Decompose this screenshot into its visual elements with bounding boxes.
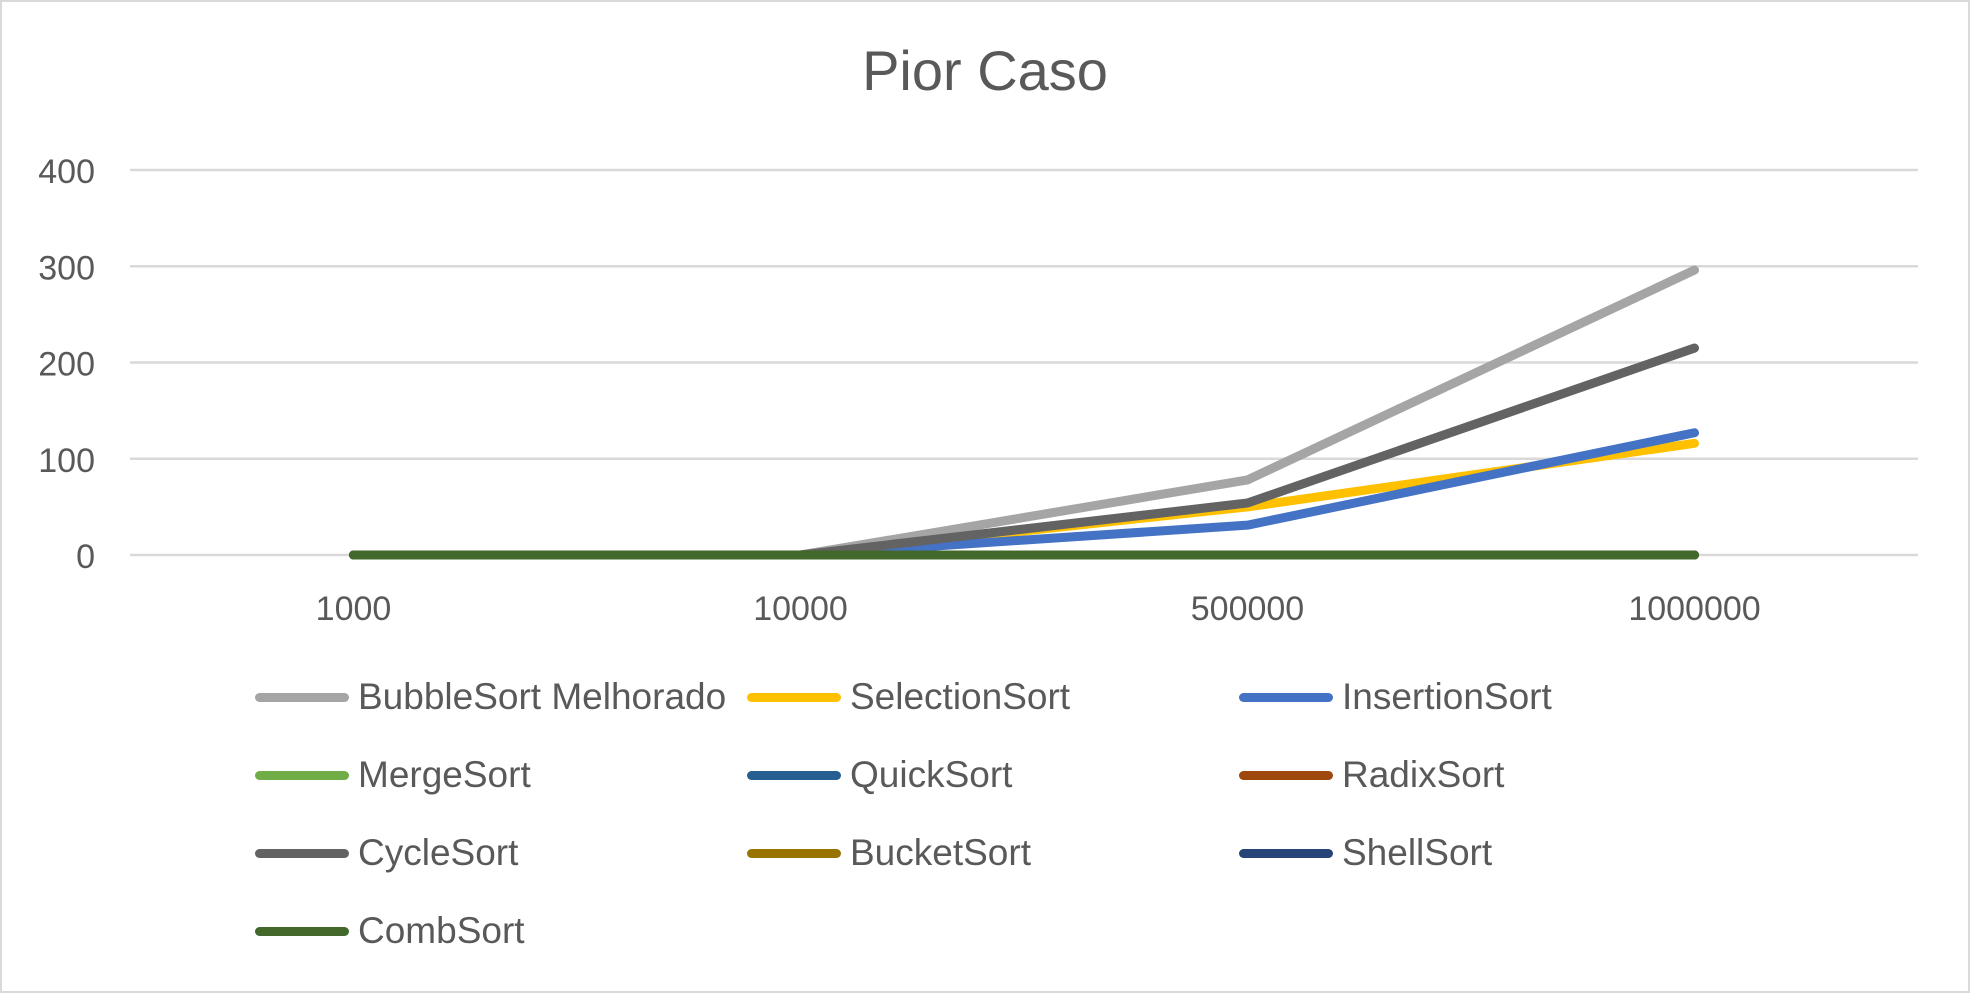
legend-swatch	[255, 926, 349, 936]
x-tick-label: 1000000	[1628, 590, 1760, 628]
legend-label: CycleSort	[358, 832, 519, 873]
chart-title: Pior Caso	[862, 39, 1108, 102]
series-line-cyclesort	[349, 343, 1699, 560]
legend-item: RadixSort	[1239, 748, 1731, 802]
legend-item: QuickSort	[747, 748, 1239, 802]
legend: BubbleSort Melhorado SelectionSort Inserti…	[255, 670, 1755, 958]
series-line-insertionsort	[349, 428, 1699, 560]
legend-item: ShellSort	[1239, 826, 1731, 880]
legend-swatch	[747, 692, 841, 702]
x-tick-label: 1000	[316, 590, 392, 628]
legend-swatch	[1239, 770, 1333, 780]
legend-label: InsertionSort	[1342, 676, 1552, 717]
legend-swatch	[255, 848, 349, 858]
legend-label: QuickSort	[850, 754, 1013, 795]
legend-item: CycleSort	[255, 826, 747, 880]
legend-swatch	[1239, 692, 1333, 702]
legend-swatch	[747, 770, 841, 780]
legend-item: SelectionSort	[747, 670, 1239, 724]
series-line-bubblesort-melhorado	[349, 265, 1699, 560]
x-tick-label: 500000	[1191, 590, 1304, 628]
legend-label: SelectionSort	[850, 676, 1071, 717]
legend-label: MergeSort	[358, 754, 531, 795]
legend-item: InsertionSort	[1239, 670, 1731, 724]
legend-label: BucketSort	[850, 832, 1031, 873]
y-tick-label: 0	[76, 538, 95, 576]
legend-swatch	[255, 770, 349, 780]
y-tick-label: 300	[38, 249, 95, 287]
legend-swatch	[747, 848, 841, 858]
y-tick-label: 200	[38, 346, 95, 384]
legend-swatch	[1239, 848, 1333, 858]
legend-label: RadixSort	[1342, 754, 1505, 795]
y-tick-label: 100	[38, 442, 95, 480]
y-tick-label: 400	[38, 153, 95, 191]
legend-item: CombSort	[255, 904, 747, 958]
legend-label: BubbleSort Melhorado	[358, 676, 727, 717]
legend-item: MergeSort	[255, 748, 747, 802]
x-tick-label: 10000	[753, 590, 848, 628]
legend-swatch	[255, 692, 349, 702]
legend-item: BubbleSort Melhorado	[255, 670, 747, 724]
legend-label: CombSort	[358, 910, 525, 951]
legend-label: ShellSort	[1342, 832, 1493, 873]
legend-item: BucketSort	[747, 826, 1239, 880]
